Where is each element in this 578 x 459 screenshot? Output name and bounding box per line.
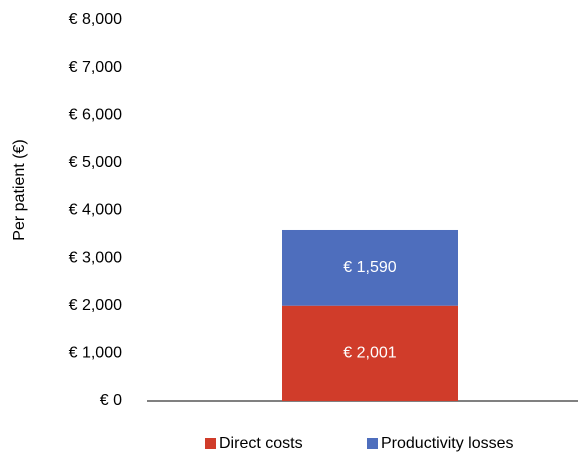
bar-segment	[282, 305, 458, 401]
y-tick-label: € 6,000	[69, 106, 122, 123]
y-tick-label: € 1,000	[69, 345, 122, 362]
legend-swatch	[205, 438, 216, 449]
y-tick-label: € 7,000	[69, 59, 122, 76]
value-label: € 1,590	[343, 259, 396, 276]
legend-label: Productivity losses	[381, 435, 514, 452]
y-tick-label: € 2,000	[69, 297, 122, 314]
y-tick-label: € 4,000	[69, 202, 122, 219]
y-tick-label: € 5,000	[69, 154, 122, 171]
bar-segment	[282, 229, 458, 306]
value-label: € 2,001	[343, 345, 396, 362]
y-tick-label: € 0	[100, 392, 122, 409]
legend-swatch	[367, 438, 378, 449]
legend-label: Direct costs	[219, 435, 303, 452]
y-tick-label: € 3,000	[69, 249, 122, 266]
y-tick-label: € 8,000	[69, 11, 122, 28]
y-axis-label: Per patient (€)	[11, 139, 28, 240]
